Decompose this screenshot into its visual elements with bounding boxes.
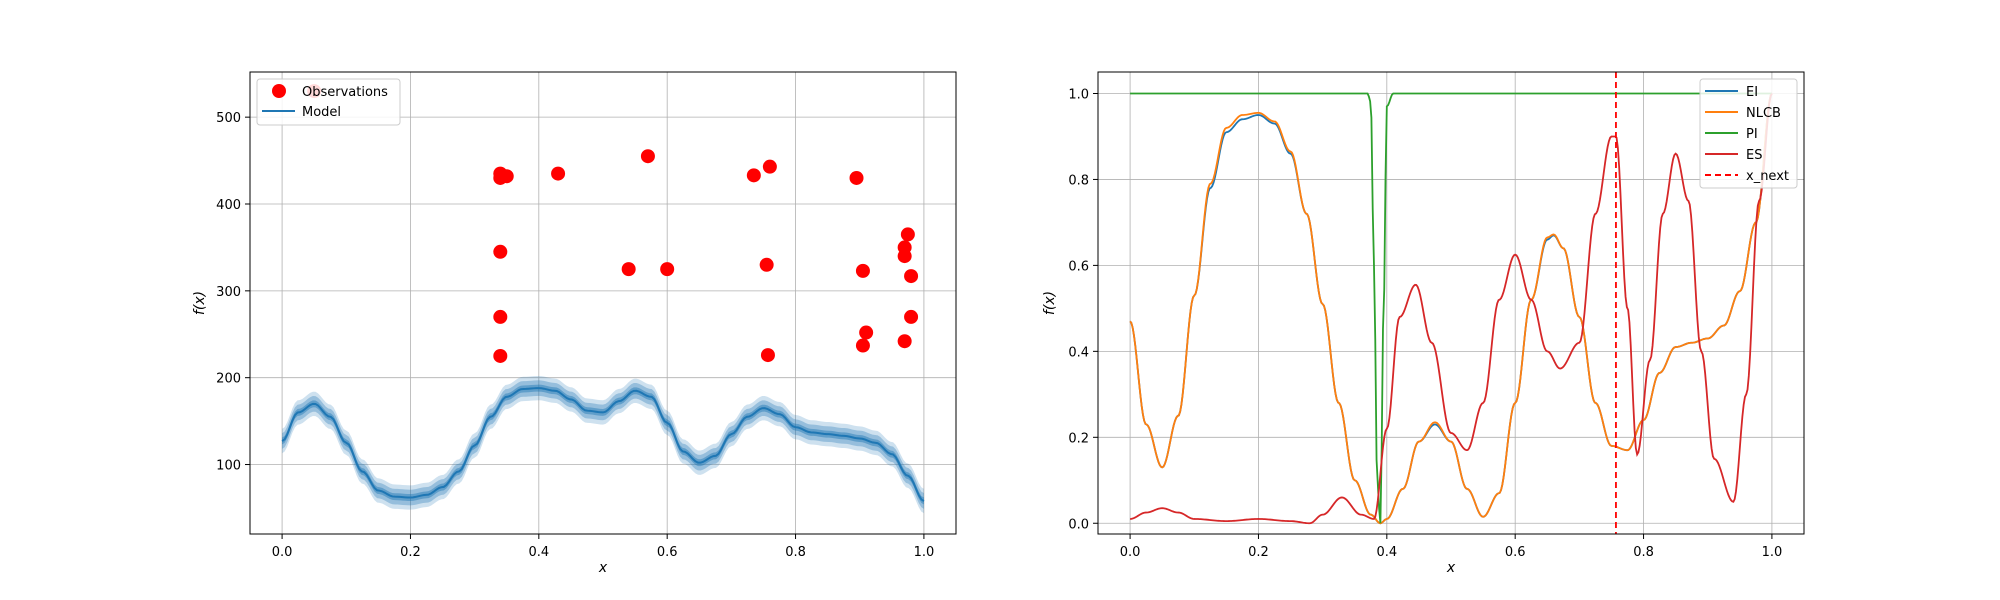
- 0-y-tick-label: 200: [216, 372, 241, 387]
- observation-point: [849, 170, 864, 185]
- model-plot-y-label: f(x): [192, 291, 208, 315]
- legend-pi-label: PI: [1746, 127, 1758, 142]
- acquisition-plot-legend-box: [1699, 78, 1798, 189]
- 1-y-tick-label: 1.0: [1068, 87, 1089, 102]
- observation-point: [640, 149, 655, 164]
- observation-point: [746, 168, 761, 183]
- model-plot: 0.0 0.2 0.4 0.6 0.8 1.0 100 200 300 400 500 x f(x)…: [192, 71, 957, 576]
- observation-point: [551, 166, 566, 181]
- series-nlcb: [1129, 93, 1773, 525]
- observation-point: [855, 338, 870, 353]
- 0-x-tick-label: 0.6: [657, 545, 678, 560]
- observation-point: [660, 262, 675, 277]
- model-confidence-band: [282, 375, 924, 514]
- model-confidence-band: [282, 380, 924, 509]
- observation-point: [897, 334, 912, 349]
- legend-observations-label: Observations: [302, 85, 388, 100]
- series-pi: [1130, 92, 1772, 524]
- 0-y-tick-label: 400: [216, 198, 241, 213]
- 0-y-tick-label: 100: [216, 459, 241, 474]
- observation-point: [493, 348, 508, 363]
- 0-x-tick-label: 0.4: [528, 545, 549, 560]
- model-plot-series: [281, 84, 925, 514]
- acquisition-plot: 0.0 0.2 0.4 0.6 0.8 1.0 0.0 0.2 0.4 0.6 0.8 1.0 x f…: [1042, 71, 1805, 576]
- 1-y-tick-label: 0.2: [1068, 431, 1089, 446]
- observation-point: [759, 257, 774, 272]
- 1-y-tick-label: 0.8: [1068, 173, 1089, 188]
- 1-x-tick-label: 1.0: [1762, 545, 1783, 560]
- model-plot-legend: Observations Model: [256, 78, 401, 126]
- acquisition-plot-area: [1098, 72, 1804, 534]
- 0-y-tick-label: 500: [216, 111, 241, 126]
- acquisition-plot-legend: EI NLCB PI ES x_next: [1699, 78, 1798, 189]
- observation-point: [760, 348, 775, 363]
- model-plot-grid: [250, 72, 956, 534]
- 0-x-tick-label: 0.0: [272, 545, 293, 560]
- observation-point: [493, 244, 508, 259]
- 1-x-tick-label: 0.4: [1376, 545, 1397, 560]
- legend-nlcb-label: NLCB: [1746, 106, 1781, 121]
- observation-point: [904, 309, 919, 324]
- 1-x-tick-label: 0.8: [1633, 545, 1654, 560]
- acquisition-plot-ticks: 0.0 0.2 0.4 0.6 0.8 1.0 0.0 0.2 0.4 0.6 0.8 1.0: [1068, 87, 1782, 560]
- series-es: [1130, 93, 1773, 525]
- 0-x-tick-label: 0.2: [400, 545, 421, 560]
- 1-x-tick-label: 0.6: [1505, 545, 1526, 560]
- model-plot-area: [250, 72, 956, 534]
- legend-model-label: Model: [302, 105, 341, 120]
- series-model: [281, 387, 925, 502]
- 1-x-tick-label: 0.0: [1120, 545, 1141, 560]
- legend-observations-marker: [272, 84, 286, 98]
- observation-point: [621, 262, 636, 277]
- acquisition-plot-y-label: f(x): [1042, 291, 1058, 315]
- observation-point: [855, 263, 870, 278]
- acquisition-plot-frame: [1097, 71, 1805, 535]
- 0-y-tick-label: 300: [216, 285, 241, 300]
- observation-point: [900, 227, 915, 242]
- observation-point: [897, 249, 912, 264]
- 0-x-tick-label: 1.0: [914, 545, 935, 560]
- model-plot-x-label: x: [598, 560, 608, 576]
- observation-point: [859, 325, 874, 340]
- acquisition-plot-series: [1129, 72, 1773, 534]
- 1-y-tick-label: 0.4: [1068, 345, 1089, 360]
- model-plot-frame: [249, 71, 957, 535]
- 1-x-tick-label: 0.2: [1248, 545, 1269, 560]
- observation-point: [762, 159, 777, 174]
- observation-point: [904, 269, 919, 284]
- model-plot-ticks: 0.0 0.2 0.4 0.6 0.8 1.0 100 200 300 400 500: [216, 111, 934, 560]
- acquisition-plot-x-label: x: [1446, 560, 1456, 576]
- 1-y-tick-label: 0.0: [1068, 517, 1089, 532]
- legend-x-next-label: x_next: [1746, 169, 1789, 184]
- 0-x-tick-label: 0.8: [785, 545, 806, 560]
- observation-point: [493, 309, 508, 324]
- legend-ei-label: EI: [1746, 85, 1758, 100]
- observation-point: [499, 169, 514, 184]
- model-plot-legend-box: [256, 78, 401, 126]
- legend-es-label: ES: [1746, 148, 1762, 163]
- 1-y-tick-label: 0.6: [1068, 259, 1089, 274]
